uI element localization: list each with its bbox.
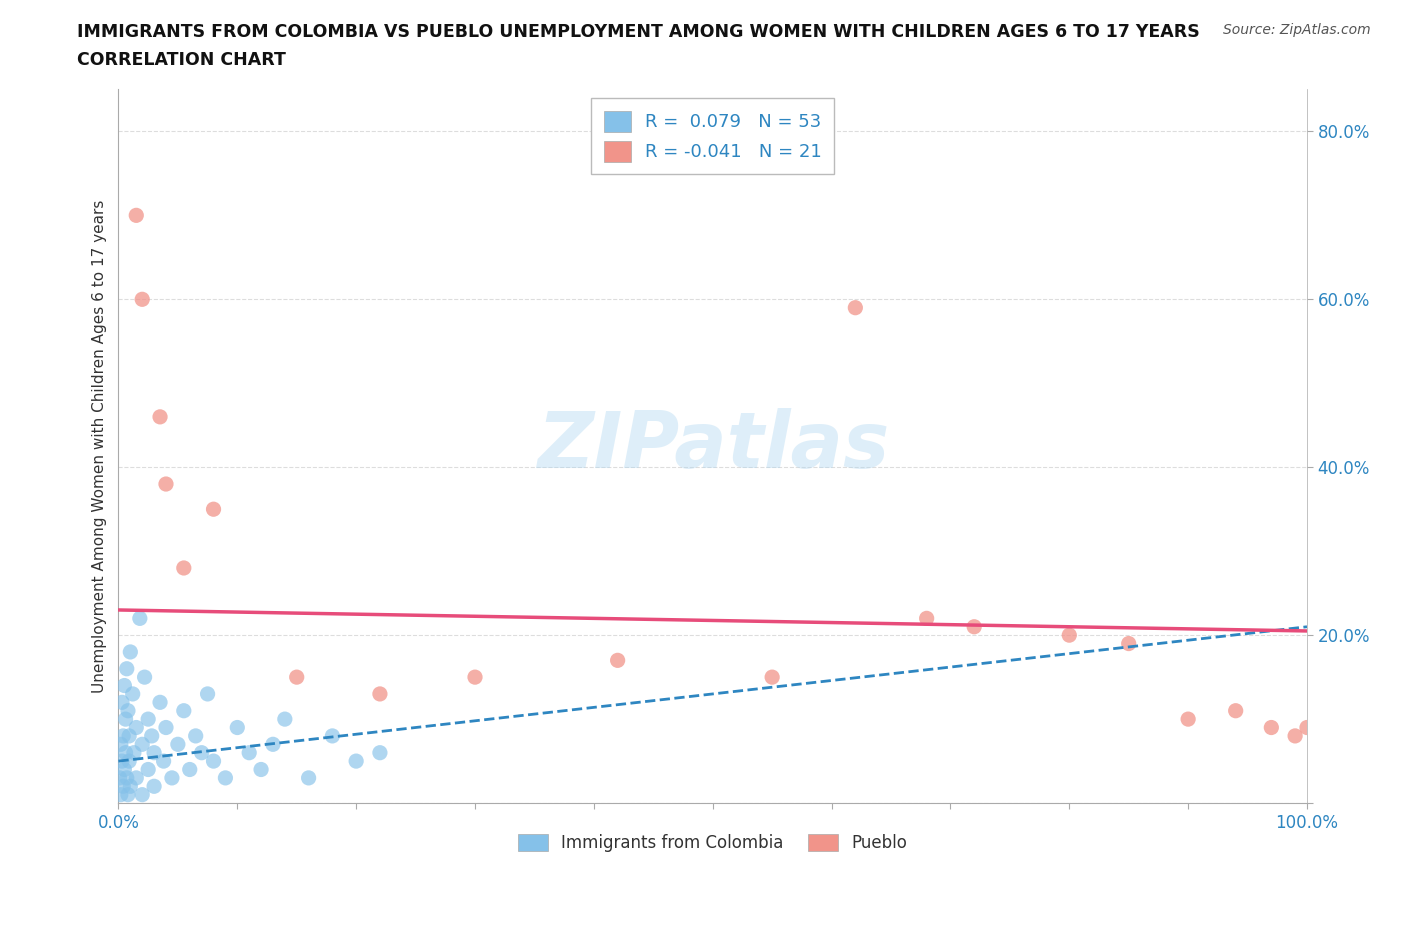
Point — [118, 728, 141, 743]
Point — [344, 753, 367, 768]
Point — [197, 686, 219, 701]
Point — [108, 770, 131, 785]
Point — [368, 745, 391, 760]
Point — [143, 745, 166, 760]
Point — [125, 720, 148, 735]
Point — [606, 653, 628, 668]
Point — [110, 788, 132, 803]
Point — [1296, 720, 1319, 735]
Point — [141, 728, 163, 743]
Point — [112, 762, 135, 777]
Point — [120, 778, 142, 793]
Point — [131, 737, 153, 751]
Legend: Immigrants from Colombia, Pueblo: Immigrants from Colombia, Pueblo — [512, 828, 914, 859]
Point — [285, 670, 308, 684]
Point — [844, 300, 866, 315]
Point — [250, 762, 273, 777]
Point — [131, 788, 153, 803]
Point — [134, 670, 156, 684]
Point — [184, 728, 207, 743]
Point — [125, 208, 148, 223]
Point — [202, 502, 225, 517]
Point — [122, 745, 145, 760]
Text: IMMIGRANTS FROM COLOMBIA VS PUEBLO UNEMPLOYMENT AMONG WOMEN WITH CHILDREN AGES 6: IMMIGRANTS FROM COLOMBIA VS PUEBLO UNEMP… — [77, 23, 1201, 41]
Point — [149, 695, 172, 710]
Point — [1260, 720, 1282, 735]
Point — [155, 476, 177, 491]
Point — [115, 661, 138, 676]
Point — [112, 678, 135, 693]
Point — [110, 737, 132, 751]
Point — [963, 619, 986, 634]
Point — [1225, 703, 1247, 718]
Point — [115, 770, 138, 785]
Point — [136, 762, 159, 777]
Point — [117, 788, 139, 803]
Point — [368, 686, 391, 701]
Point — [143, 778, 166, 793]
Point — [167, 737, 190, 751]
Point — [262, 737, 284, 751]
Point — [1177, 711, 1199, 726]
Text: Source: ZipAtlas.com: Source: ZipAtlas.com — [1223, 23, 1371, 37]
Point — [1118, 636, 1140, 651]
Point — [761, 670, 783, 684]
Point — [112, 728, 135, 743]
Point — [297, 770, 319, 785]
Text: ZIPatlas: ZIPatlas — [537, 408, 889, 485]
Point — [214, 770, 236, 785]
Point — [173, 561, 195, 576]
Point — [125, 770, 148, 785]
Point — [121, 686, 143, 701]
Point — [118, 753, 141, 768]
Point — [155, 720, 177, 735]
Point — [915, 611, 938, 626]
Point — [179, 762, 201, 777]
Y-axis label: Unemployment Among Women with Children Ages 6 to 17 years: Unemployment Among Women with Children A… — [93, 200, 107, 693]
Point — [117, 703, 139, 718]
Point — [274, 711, 297, 726]
Point — [160, 770, 183, 785]
Point — [152, 753, 174, 768]
Point — [112, 778, 135, 793]
Point — [238, 745, 260, 760]
Point — [128, 611, 150, 626]
Point — [111, 695, 134, 710]
Point — [173, 703, 195, 718]
Point — [111, 753, 134, 768]
Point — [149, 409, 172, 424]
Text: CORRELATION CHART: CORRELATION CHART — [77, 51, 287, 69]
Point — [114, 711, 136, 726]
Point — [114, 745, 136, 760]
Point — [1059, 628, 1081, 643]
Point — [131, 292, 153, 307]
Point — [136, 711, 159, 726]
Point — [1284, 728, 1306, 743]
Point — [202, 753, 225, 768]
Point — [464, 670, 486, 684]
Point — [120, 644, 142, 659]
Point — [321, 728, 343, 743]
Point — [226, 720, 249, 735]
Point — [190, 745, 212, 760]
